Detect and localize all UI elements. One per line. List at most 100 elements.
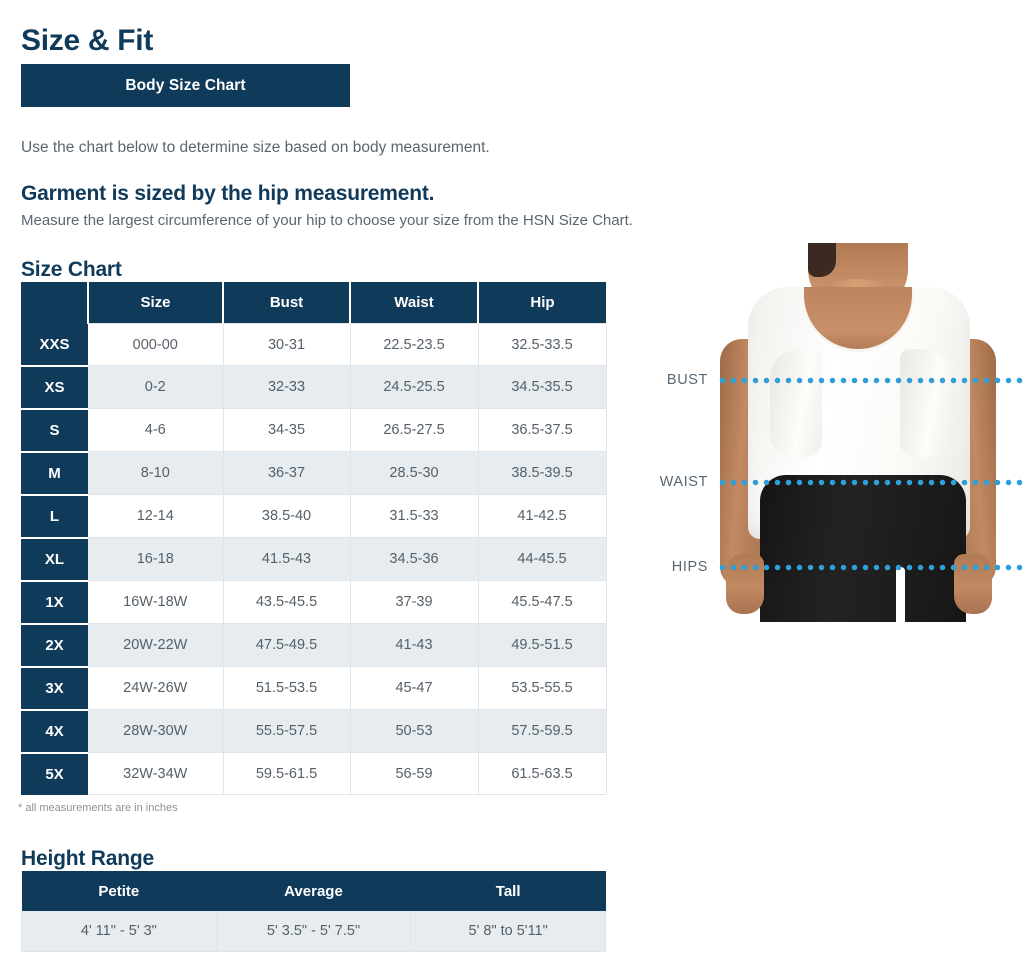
waist-label: WAIST <box>659 474 708 490</box>
size-row-label: M <box>21 451 88 496</box>
cell-hip: 45.5-47.5 <box>478 580 607 624</box>
size-row-label: L <box>21 494 88 539</box>
cell-hip: 44-45.5 <box>478 537 607 581</box>
size-row-label: S <box>21 408 88 453</box>
table-row: S 4-6 34-35 26.5-27.5 36.5-37.5 <box>21 408 607 453</box>
intro-text: Use the chart below to determine size ba… <box>21 138 490 156</box>
pants-leg-gap <box>896 567 905 622</box>
cell-waist: 26.5-27.5 <box>350 408 479 452</box>
table-row: 5X 32W-34W 59.5-61.5 56-59 61.5-63.5 <box>21 752 607 795</box>
cell-bust: 43.5-45.5 <box>223 580 351 624</box>
cell-waist: 28.5-30 <box>350 451 479 495</box>
table-row: M 8-10 36-37 28.5-30 38.5-39.5 <box>21 451 607 496</box>
cell-hip: 32.5-33.5 <box>478 323 607 366</box>
column-header-size: Size <box>88 282 224 324</box>
table-row: 4' 11" - 5' 3" 5' 3.5" - 5' 7.5" 5' 8" t… <box>21 911 606 952</box>
height-range-header: Petite Average Tall <box>21 871 606 911</box>
size-chart-corner-cell <box>21 282 89 324</box>
cell-size: 20W-22W <box>88 623 224 667</box>
table-row: XXS 000-00 30-31 22.5-23.5 32.5-33.5 <box>21 323 607 367</box>
measurement-note: * all measurements are in inches <box>18 802 178 814</box>
size-row-label: XS <box>21 365 88 410</box>
cell-bust: 47.5-49.5 <box>223 623 351 667</box>
body-size-chart-button[interactable]: Body Size Chart <box>21 64 350 107</box>
cell-waist: 50-53 <box>350 709 479 753</box>
cell-size: 8-10 <box>88 451 224 495</box>
bust-label: BUST <box>666 372 708 388</box>
cell-hip: 36.5-37.5 <box>478 408 607 452</box>
cell-size: 16-18 <box>88 537 224 581</box>
column-header-bust: Bust <box>223 282 351 324</box>
table-row: XS 0-2 32-33 24.5-25.5 34.5-35.5 <box>21 365 607 410</box>
cell-waist: 41-43 <box>350 623 479 667</box>
size-row-label: 2X <box>21 623 88 668</box>
size-row-label: 1X <box>21 580 88 625</box>
table-header-row: Size Bust Waist Hip <box>21 282 606 324</box>
cell-waist: 56-59 <box>350 752 479 795</box>
column-header-tall: Tall <box>410 871 606 911</box>
size-row-label: 4X <box>21 709 88 754</box>
cell-waist: 45-47 <box>350 666 479 710</box>
hips-label: HIPS <box>671 559 708 575</box>
table-row: 3X 24W-26W 51.5-53.5 45-47 53.5-55.5 <box>21 666 607 711</box>
height-value-tall: 5' 8" to 5'11" <box>410 911 606 952</box>
garment-sizing-heading: Garment is sized by the hip measurement. <box>21 182 435 206</box>
cell-hip: 57.5-59.5 <box>478 709 607 753</box>
size-row-label: XL <box>21 537 88 582</box>
table-row: 2X 20W-22W 47.5-49.5 41-43 49.5-51.5 <box>21 623 607 668</box>
table-row: 1X 16W-18W 43.5-45.5 37-39 45.5-47.5 <box>21 580 607 625</box>
cell-size: 000-00 <box>88 323 224 366</box>
column-header-petite: Petite <box>21 871 217 911</box>
cell-hip: 53.5-55.5 <box>478 666 607 710</box>
height-range-heading: Height Range <box>21 847 154 871</box>
height-value-average: 5' 3.5" - 5' 7.5" <box>215 911 412 952</box>
size-chart-heading: Size Chart <box>21 258 122 282</box>
cell-bust: 36-37 <box>223 451 351 495</box>
table-row: 4X 28W-30W 55.5-57.5 50-53 57.5-59.5 <box>21 709 607 754</box>
cell-size: 0-2 <box>88 365 224 409</box>
height-value-petite: 4' 11" - 5' 3" <box>21 911 217 952</box>
cell-hip: 38.5-39.5 <box>478 451 607 495</box>
page-title: Size & Fit <box>21 24 154 58</box>
cell-hip: 34.5-35.5 <box>478 365 607 409</box>
column-header-waist: Waist <box>350 282 479 324</box>
cell-hip: 49.5-51.5 <box>478 623 607 667</box>
cell-bust: 30-31 <box>223 323 351 366</box>
table-row: XL 16-18 41.5-43 34.5-36 44-45.5 <box>21 537 607 582</box>
model-hair <box>808 243 836 277</box>
tshirt-right-sleeve <box>900 349 952 457</box>
hips-dotted-line-icon <box>717 563 1024 571</box>
column-header-hip: Hip <box>478 282 606 324</box>
cell-size: 4-6 <box>88 408 224 452</box>
table-header-row: Petite Average Tall <box>21 871 606 911</box>
cell-bust: 34-35 <box>223 408 351 452</box>
cell-waist: 37-39 <box>350 580 479 624</box>
size-chart-table: Size Bust Waist Hip XXS 000-00 30-31 22.5-2… <box>21 282 607 795</box>
column-header-average: Average <box>216 871 411 911</box>
size-row-label: XXS <box>21 323 88 367</box>
height-range-table: Petite Average Tall 4' 11" - 5' 3" 5' 3.… <box>21 871 606 952</box>
size-row-label: 3X <box>21 666 88 711</box>
bust-measurement-guide: BUST <box>640 369 1024 391</box>
cell-size: 28W-30W <box>88 709 224 753</box>
cell-size: 12-14 <box>88 494 224 538</box>
size-chart-body: XXS 000-00 30-31 22.5-23.5 32.5-33.5 XS 0-2 32-… <box>21 323 607 795</box>
model-black-pants <box>760 475 966 622</box>
cell-waist: 34.5-36 <box>350 537 479 581</box>
model-measurement-figure: BUST WAIST HIPS <box>640 240 1024 630</box>
cell-hip: 61.5-63.5 <box>478 752 607 795</box>
tshirt-left-sleeve <box>770 349 822 457</box>
cell-bust: 51.5-53.5 <box>223 666 351 710</box>
bust-dotted-line-icon <box>717 376 1024 384</box>
cell-size: 32W-34W <box>88 752 224 795</box>
cell-size: 24W-26W <box>88 666 224 710</box>
cell-hip: 41-42.5 <box>478 494 607 538</box>
cell-bust: 55.5-57.5 <box>223 709 351 753</box>
cell-waist: 24.5-25.5 <box>350 365 479 409</box>
cell-bust: 59.5-61.5 <box>223 752 351 795</box>
garment-sizing-subtext: Measure the largest circumference of you… <box>21 212 633 229</box>
table-row: L 12-14 38.5-40 31.5-33 41-42.5 <box>21 494 607 539</box>
cell-size: 16W-18W <box>88 580 224 624</box>
cell-waist: 22.5-23.5 <box>350 323 479 366</box>
cell-bust: 38.5-40 <box>223 494 351 538</box>
